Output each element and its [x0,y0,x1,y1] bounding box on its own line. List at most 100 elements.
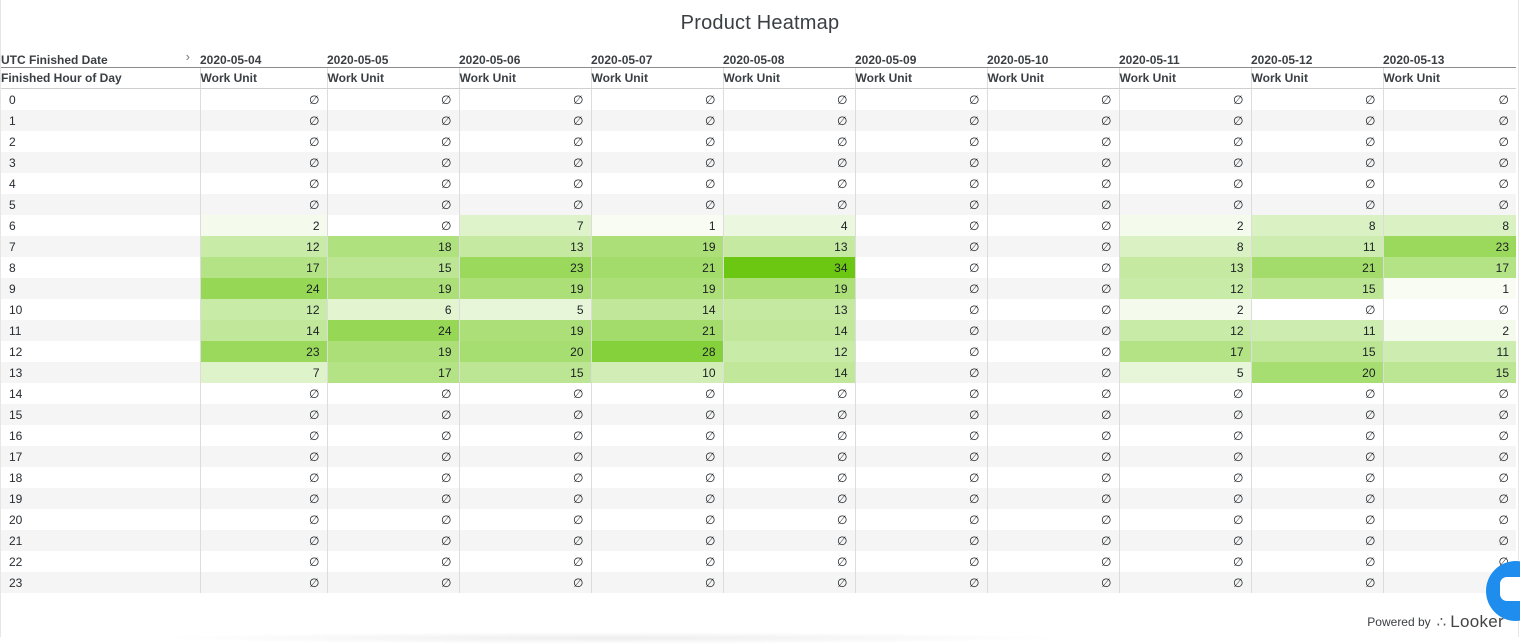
heatmap-cell[interactable]: ∅ [986,194,1119,215]
measure-column-header[interactable]: Work Unit [326,67,459,89]
heatmap-cell[interactable]: ∅ [854,509,987,530]
heatmap-cell[interactable]: ∅ [1250,383,1383,404]
heatmap-cell[interactable]: ∅ [986,299,1119,320]
heatmap-cell[interactable]: ∅ [1118,467,1251,488]
heatmap-cell[interactable]: ∅ [854,194,987,215]
heatmap-cell[interactable]: ∅ [854,110,987,131]
heatmap-cell[interactable]: 8 [1250,215,1383,236]
heatmap-cell[interactable]: 2 [1118,299,1251,320]
heatmap-cell[interactable]: ∅ [986,467,1119,488]
heatmap-cell[interactable]: 6 [326,299,459,320]
heatmap-cell[interactable]: ∅ [326,551,459,572]
heatmap-cell[interactable]: ∅ [458,425,591,446]
heatmap-cell[interactable]: ∅ [854,131,987,152]
heatmap-cell[interactable]: ∅ [590,88,723,110]
heatmap-cell[interactable]: 13 [722,299,855,320]
heatmap-cell[interactable]: ∅ [458,173,591,194]
heatmap-cell[interactable]: ∅ [199,509,327,530]
heatmap-cell[interactable]: ∅ [1118,110,1251,131]
heatmap-cell[interactable]: ∅ [854,215,987,236]
heatmap-cell[interactable]: ∅ [854,383,987,404]
heatmap-cell[interactable]: 17 [1382,257,1516,278]
heatmap-cell[interactable]: ∅ [1118,425,1251,446]
heatmap-cell[interactable]: ∅ [986,341,1119,362]
heatmap-cell[interactable]: ∅ [1118,572,1251,593]
heatmap-cell[interactable]: ∅ [854,404,987,425]
measure-column-header[interactable]: Work Unit [458,67,591,89]
heatmap-cell[interactable]: ∅ [986,446,1119,467]
heatmap-cell[interactable]: ∅ [590,194,723,215]
heatmap-cell[interactable]: ∅ [986,572,1119,593]
heatmap-cell[interactable]: ∅ [854,299,987,320]
heatmap-cell[interactable]: ∅ [458,404,591,425]
heatmap-cell[interactable]: 8 [1118,236,1251,257]
heatmap-cell[interactable]: ∅ [986,152,1119,173]
heatmap-cell[interactable]: 28 [590,341,723,362]
heatmap-cell[interactable]: ∅ [854,341,987,362]
heatmap-cell[interactable]: ∅ [722,383,855,404]
heatmap-cell[interactable]: 20 [458,341,591,362]
measure-column-header[interactable]: Work Unit [722,67,855,89]
heatmap-cell[interactable]: ∅ [590,173,723,194]
heatmap-cell[interactable]: ∅ [1250,131,1383,152]
heatmap-cell[interactable]: ∅ [326,152,459,173]
heatmap-cell[interactable]: 14 [722,320,855,341]
heatmap-cell[interactable]: ∅ [199,488,327,509]
heatmap-cell[interactable]: ∅ [986,110,1119,131]
heatmap-cell[interactable]: ∅ [722,110,855,131]
heatmap-cell[interactable]: ∅ [854,446,987,467]
heatmap-cell[interactable]: ∅ [722,572,855,593]
heatmap-cell[interactable]: 12 [199,236,327,257]
heatmap-cell[interactable]: ∅ [1118,509,1251,530]
heatmap-cell[interactable]: ∅ [458,131,591,152]
heatmap-cell[interactable]: ∅ [458,572,591,593]
heatmap-cell[interactable]: 5 [1118,362,1251,383]
heatmap-cell[interactable]: ∅ [326,194,459,215]
heatmap-cell[interactable]: ∅ [590,572,723,593]
heatmap-cell[interactable]: ∅ [590,383,723,404]
heatmap-cell[interactable]: ∅ [199,530,327,551]
heatmap-cell[interactable]: 13 [458,236,591,257]
heatmap-cell[interactable]: ∅ [1250,404,1383,425]
heatmap-cell[interactable]: ∅ [1118,551,1251,572]
heatmap-cell[interactable]: ∅ [1118,173,1251,194]
heatmap-cell[interactable]: ∅ [854,362,987,383]
heatmap-cell[interactable]: 21 [590,257,723,278]
heatmap-cell[interactable]: ∅ [722,530,855,551]
heatmap-cell[interactable]: 14 [590,299,723,320]
heatmap-cell[interactable]: 14 [722,362,855,383]
heatmap-cell[interactable]: ∅ [986,131,1119,152]
heatmap-cell[interactable]: 2 [1382,320,1516,341]
heatmap-cell[interactable]: ∅ [986,362,1119,383]
heatmap-cell[interactable]: 17 [1118,341,1251,362]
heatmap-cell[interactable]: 15 [1250,341,1383,362]
measure-column-header[interactable]: Work Unit [590,67,723,89]
date-column-header[interactable]: 2020-05-09 [855,46,987,68]
heatmap-cell[interactable]: ∅ [722,173,855,194]
heatmap-cell[interactable]: ∅ [854,320,987,341]
heatmap-cell[interactable]: ∅ [326,131,459,152]
heatmap-cell[interactable]: ∅ [1250,425,1383,446]
heatmap-cell[interactable]: 1 [590,215,723,236]
heatmap-cell[interactable]: 15 [1250,278,1383,299]
heatmap-cell[interactable]: ∅ [722,404,855,425]
heatmap-cell[interactable]: 19 [722,278,855,299]
heatmap-cell[interactable]: ∅ [326,110,459,131]
heatmap-cell[interactable]: ∅ [1382,194,1516,215]
heatmap-cell[interactable]: ∅ [1382,173,1516,194]
date-column-header[interactable]: 2020-05-11 [1119,46,1251,68]
heatmap-cell[interactable]: 11 [1382,341,1516,362]
heatmap-cell[interactable]: 12 [1118,320,1251,341]
heatmap-cell[interactable]: ∅ [1118,88,1251,110]
heatmap-cell[interactable]: 24 [199,278,327,299]
heatmap-cell[interactable]: ∅ [590,404,723,425]
heatmap-cell[interactable]: ∅ [1382,509,1516,530]
heatmap-cell[interactable]: 11 [1250,320,1383,341]
heatmap-cell[interactable]: ∅ [1250,551,1383,572]
heatmap-cell[interactable]: ∅ [986,551,1119,572]
heatmap-cell[interactable]: 7 [199,362,327,383]
heatmap-cell[interactable]: ∅ [590,131,723,152]
heatmap-cell[interactable]: ∅ [1250,173,1383,194]
dimension-header[interactable]: UTC Finished Date › [1,46,200,68]
heatmap-cell[interactable]: ∅ [722,88,855,110]
